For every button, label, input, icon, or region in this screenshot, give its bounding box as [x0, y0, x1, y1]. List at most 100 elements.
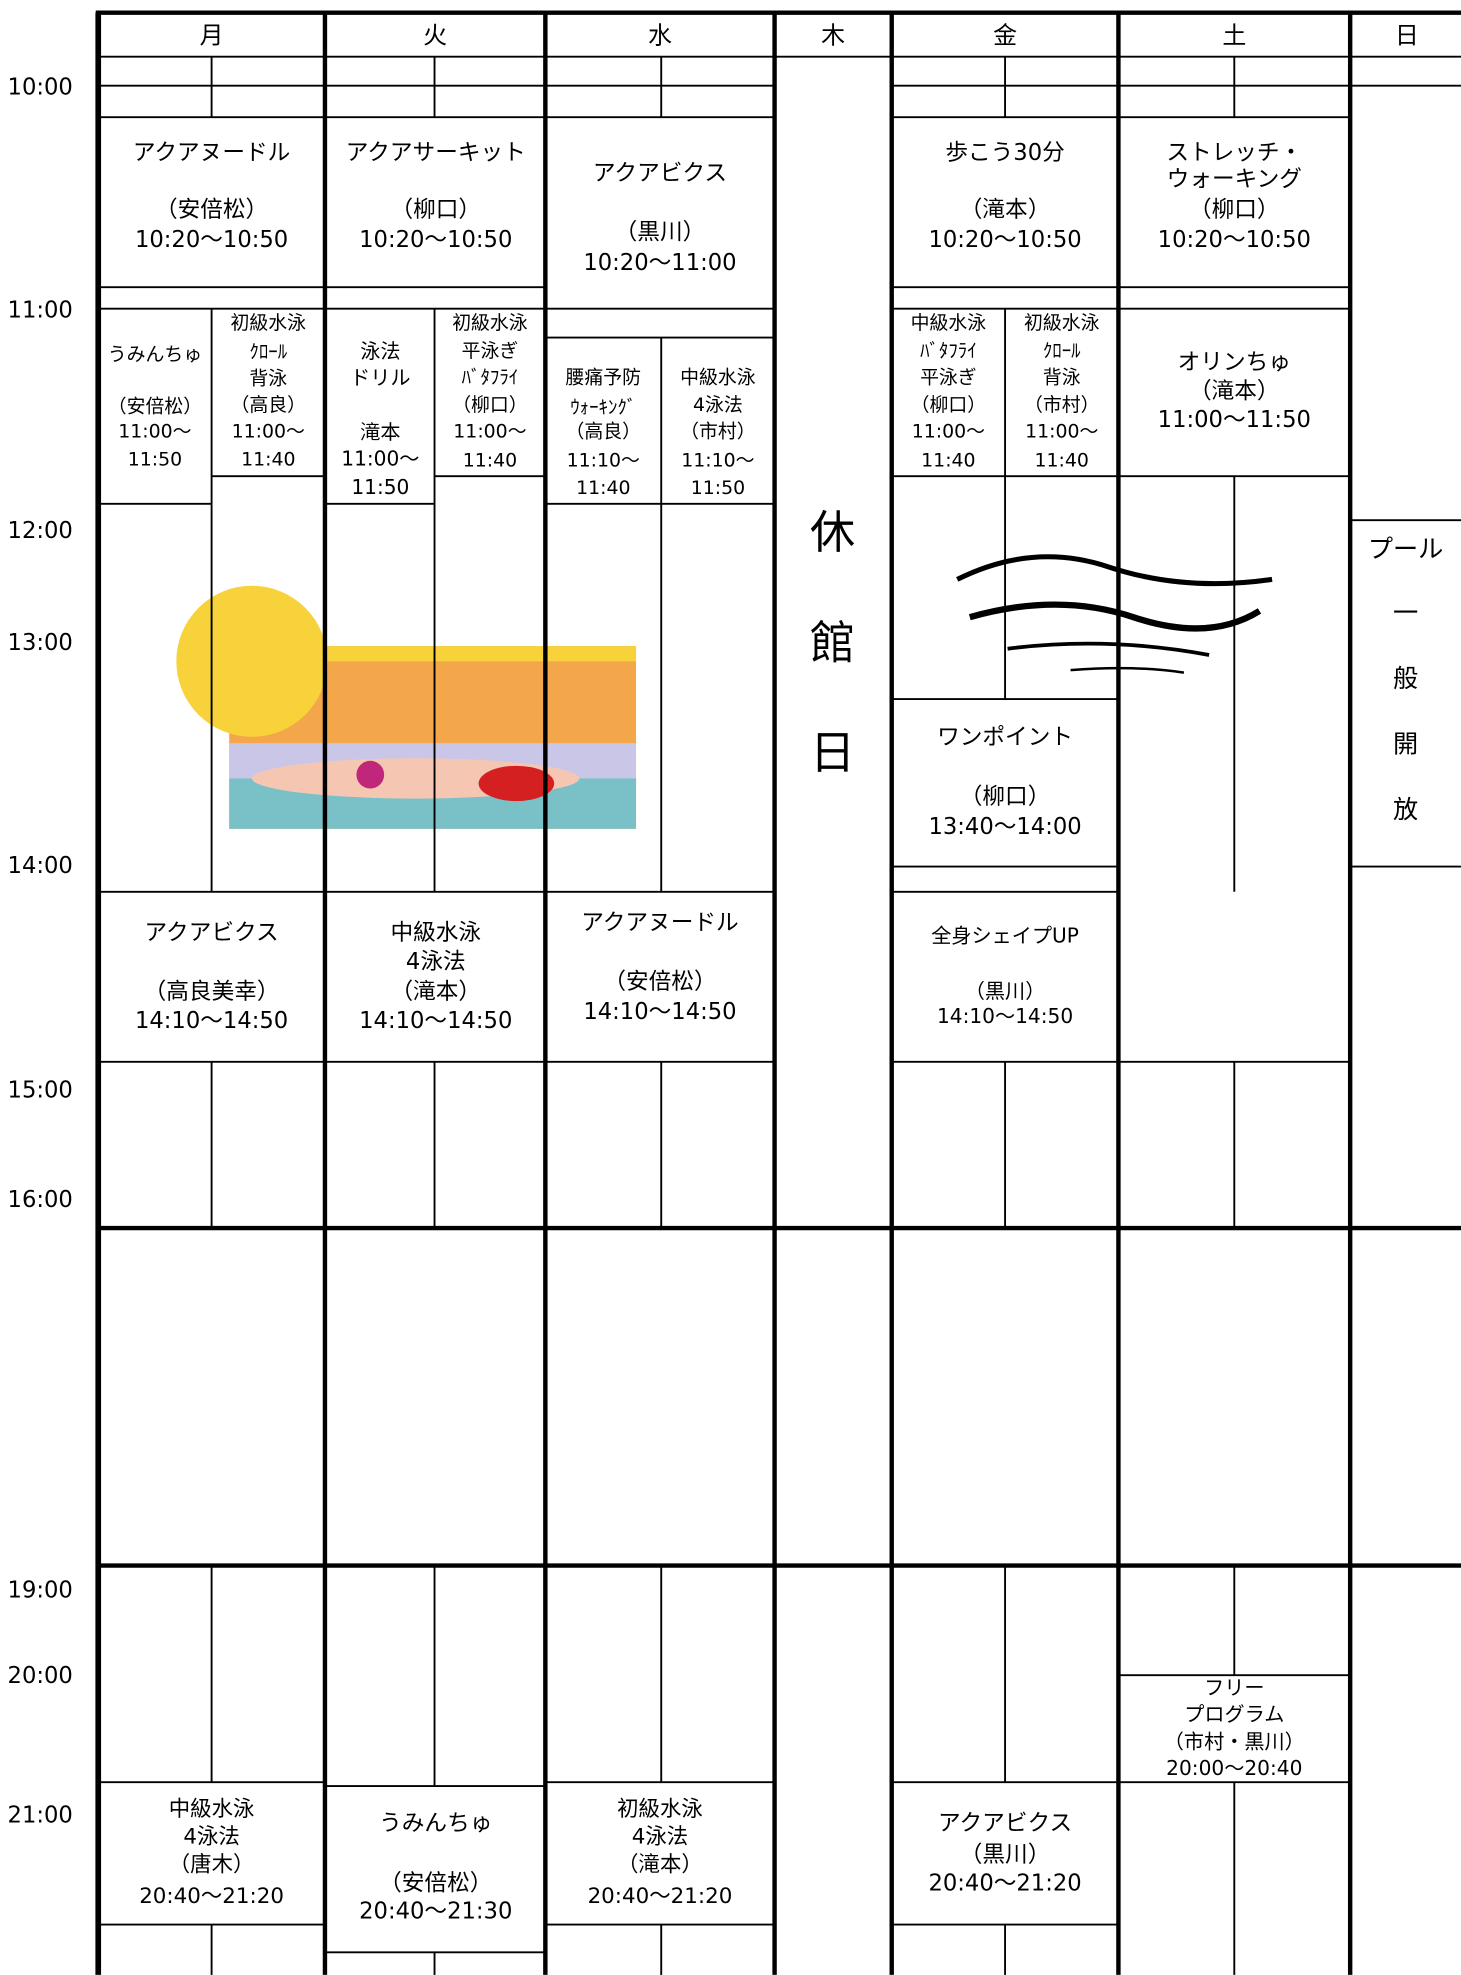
event-text: ウォーキング — [1167, 167, 1302, 193]
event-text: 13:40〜14:00 — [928, 814, 1081, 840]
event-text: 4泳法 — [183, 1825, 239, 1850]
event-text: うみんちゅ — [108, 344, 202, 366]
time-label: 16:00 — [8, 1187, 73, 1213]
event-text: アクアビクス — [938, 1810, 1072, 1836]
event-text: オリンちゅ — [1178, 349, 1291, 375]
event-text: アクアヌードル — [581, 910, 738, 936]
event-text: 平泳ぎ — [462, 340, 519, 362]
event-text: 中級水泳 — [390, 920, 481, 946]
event-text: （高良） — [566, 421, 642, 443]
event-text: （高良） — [231, 394, 307, 416]
event-text: （柳口） — [390, 197, 481, 223]
event-text: （市村） — [680, 421, 756, 443]
closed-day-char: 館 — [810, 617, 855, 670]
event-text: 10:20〜10:50 — [135, 227, 288, 253]
event-text: （黒川） — [965, 979, 1046, 1003]
swimmers-sketch — [956, 554, 1273, 674]
event-text: 歩こう30分 — [945, 140, 1064, 166]
time-label: 20:00 — [8, 1663, 73, 1689]
time-label: 21:00 — [8, 1803, 73, 1829]
event-text: ﾊﾞﾀﾌﾗｲ — [462, 366, 519, 388]
event-text: 11:40 — [463, 450, 517, 472]
event-text: 初級水泳 — [452, 312, 528, 334]
event-text: （黒川） — [960, 1842, 1051, 1868]
event-text: アクアビクス — [593, 160, 727, 186]
event-text: 4泳法 — [406, 949, 466, 975]
event-text: 11:00〜 — [341, 446, 419, 470]
event-text: （滝本） — [390, 979, 481, 1005]
event-text: 11:10〜 — [567, 450, 640, 472]
event-text: 中級水泳 — [169, 1797, 255, 1822]
day-header: 金 — [993, 22, 1017, 50]
event-text: 11:50 — [691, 477, 745, 499]
event-text: ｸﾛｰﾙ — [249, 341, 287, 363]
time-label: 11:00 — [8, 298, 73, 324]
event-text: （高良美幸） — [144, 979, 280, 1005]
event-text: 中級水泳 — [680, 366, 756, 388]
event-text: （安倍松） — [603, 969, 716, 995]
event-text: 一 — [1393, 599, 1418, 628]
event-text: うみんちゅ — [379, 1810, 492, 1836]
event-text: 10:20〜10:50 — [1158, 227, 1311, 253]
event-text: 11:00〜 — [232, 421, 305, 443]
event-text: （黒川） — [615, 220, 706, 246]
event-text: 4泳法 — [693, 394, 743, 416]
event-text: （柳口） — [452, 394, 528, 416]
day-header: 木 — [821, 22, 845, 50]
event-text: 初級水泳 — [231, 312, 307, 334]
event-text: （滝本） — [960, 197, 1051, 223]
event-text: （滝本） — [617, 1852, 703, 1877]
time-label: 19:00 — [8, 1577, 73, 1603]
event-text: （市村・黒川） — [1164, 1730, 1305, 1754]
event-text: 14:10〜14:50 — [937, 1004, 1073, 1028]
day-header: 月 — [200, 22, 224, 50]
event-text: 滝本 — [360, 420, 400, 444]
event-text: 腰痛予防 — [566, 366, 642, 388]
event-text: 11:50 — [128, 448, 182, 470]
event-text: プール — [1368, 534, 1444, 563]
event-text: 背泳 — [249, 368, 287, 390]
event-text: 背泳 — [1043, 366, 1081, 388]
event-text: 11:40 — [576, 477, 630, 499]
closed-day-char: 日 — [810, 726, 855, 779]
event-text: 放 — [1393, 795, 1418, 824]
day-header: 火 — [423, 22, 447, 50]
event-text: 10:20〜10:50 — [928, 227, 1081, 253]
swimmer-illustration — [176, 585, 637, 829]
event-text: 11:00〜 — [453, 421, 526, 443]
event-text: アクアヌードル — [133, 140, 290, 166]
event-text: （安倍松） — [379, 1871, 492, 1897]
event-text: 14:10〜14:50 — [583, 999, 736, 1025]
event-text: 11:00〜 — [1025, 421, 1098, 443]
day-header: 日 — [1395, 22, 1419, 50]
event-text: 11:10〜 — [681, 450, 754, 472]
event-text: 20:40〜21:20 — [588, 1884, 733, 1909]
event-text: アクアサーキット — [346, 140, 526, 166]
time-label: 13:00 — [8, 630, 73, 656]
day-header: 土 — [1222, 22, 1246, 50]
event-text: 11:40 — [921, 450, 975, 472]
event-text: （唐木） — [169, 1852, 255, 1877]
event-text: 般 — [1393, 664, 1418, 693]
event-text: ｸﾛｰﾙ — [1043, 340, 1081, 362]
event-text: 11:00〜11:50 — [1158, 407, 1311, 433]
event-text: ﾊﾞﾀﾌﾗｲ — [920, 340, 977, 362]
event-text: 20:40〜21:30 — [359, 1898, 512, 1924]
day-header: 水 — [648, 22, 672, 50]
time-label: 15:00 — [8, 1077, 73, 1103]
event-text: 10:20〜10:50 — [359, 227, 512, 253]
event-text: フリー — [1204, 1676, 1264, 1700]
time-label: 12:00 — [8, 518, 73, 544]
event-text: 11:00〜 — [912, 421, 985, 443]
closed-day-char: 休 — [810, 506, 855, 559]
event-text: 11:00〜 — [118, 421, 191, 443]
event-text: ワンポイント — [937, 725, 1073, 751]
event-text: （滝本） — [1189, 378, 1280, 404]
event-text: アクアビクス — [145, 920, 279, 946]
time-label: 10:00 — [8, 75, 73, 101]
event-text: 中級水泳 — [911, 312, 987, 334]
event-text: 泳法 — [360, 339, 400, 363]
event-text: 開 — [1393, 730, 1418, 759]
event-text: （柳口） — [1189, 197, 1280, 223]
